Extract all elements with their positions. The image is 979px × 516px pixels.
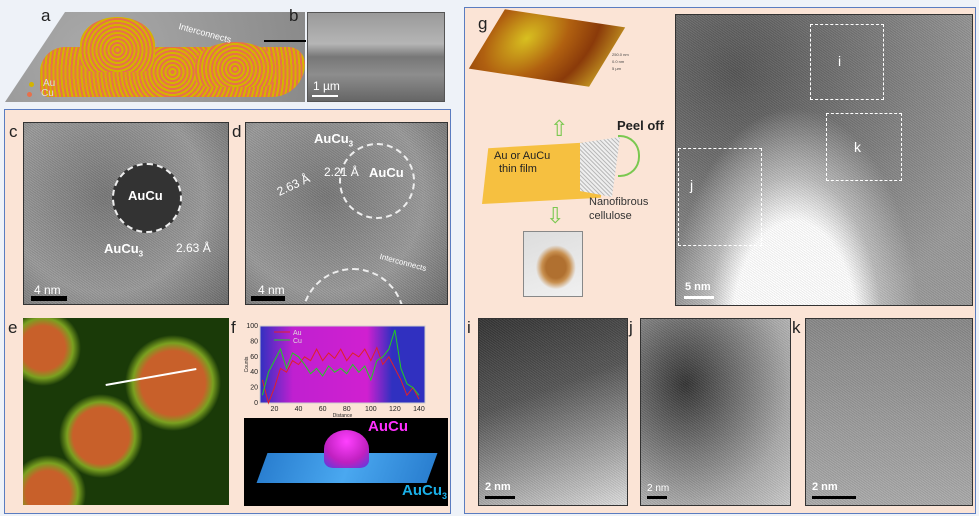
panel-b-sem: 1 µm (307, 12, 445, 102)
panel-j-tem: 2 nm (640, 318, 791, 506)
y-tick-label: 40 (250, 369, 258, 376)
x-tick-label: 140 (413, 406, 425, 413)
panel-label: b (289, 6, 299, 25)
arrow-icon (264, 40, 306, 42)
series-line-au (261, 346, 420, 405)
scale-bar (251, 296, 285, 301)
panel-a: a Interconnects Au Cu (5, 6, 305, 102)
lattice-spacing-1: 2.63 Å (274, 171, 313, 199)
substrate-label-line1: Nanofibrous (589, 196, 649, 208)
panel-label: f (231, 318, 236, 337)
scale-bar (31, 296, 67, 301)
y-tick-label: 60 (250, 354, 258, 361)
lattice-spacing-2: 2.21 Å (324, 165, 359, 179)
y-tick-label: 0 (254, 400, 258, 407)
afm-z-max: 250.0 nm (612, 52, 629, 57)
film-photo (523, 231, 583, 297)
legend-cu: Cu (41, 88, 54, 99)
y-axis-label: Counts (244, 356, 250, 372)
cu-dot-icon (27, 92, 32, 97)
peel-off-label: Peel off (617, 118, 664, 133)
island-2 (195, 42, 275, 87)
panel-label: j (629, 318, 633, 337)
cellulose-sheet (580, 137, 620, 197)
panel-c-tem: AuCu AuCu3 2.63 Å 4 nm (23, 122, 229, 305)
region-box-k (826, 113, 902, 181)
scale-label: 2 nm (647, 483, 670, 494)
shell-label: AuCu3 (314, 131, 354, 149)
legend-au: Au (43, 78, 56, 89)
scale-label: 2 nm (485, 481, 511, 493)
core-label: AuCu (369, 165, 404, 180)
scale-label: 5 nm (685, 281, 711, 293)
region-box-j (678, 148, 762, 246)
panel-k-tem: 2 nm (805, 318, 973, 506)
region-label-j: j (690, 177, 694, 193)
scale-bar (312, 95, 338, 97)
x-tick-label: 100 (365, 406, 377, 413)
core-label: AuCu (128, 188, 163, 203)
y-tick-label: 80 (250, 338, 258, 345)
scale-bar (812, 496, 856, 499)
line-scan (105, 368, 197, 386)
x-axis-label: Distance (333, 413, 353, 418)
lattice-spacing: 2.63 Å (176, 241, 211, 255)
substrate-label-line2: cellulose (589, 210, 632, 222)
x-tick-label: 120 (389, 406, 401, 413)
legend-label: Au (293, 330, 302, 337)
scale-label: 2 nm (812, 481, 838, 493)
core-label: AuCu (368, 418, 408, 435)
panel-label: e (8, 318, 18, 337)
afm-z-min: 0.0 nm (612, 59, 625, 64)
panel-h-tem: i j k 5 nm (675, 14, 973, 306)
region-label-i: i (838, 53, 842, 69)
x-tick-label: 60 (319, 406, 327, 413)
up-arrow-icon: ⇧ (550, 116, 569, 141)
panel-e-eds-map (23, 318, 229, 505)
panel-label: i (467, 318, 471, 337)
x-tick-label: 40 (295, 406, 303, 413)
scale-label: 4 nm (258, 283, 285, 297)
region-box-i (810, 24, 884, 100)
plot-area (259, 325, 426, 404)
shell-label: AuCu3 (402, 482, 448, 501)
lower-particle-outline (301, 268, 405, 304)
island-1 (80, 17, 155, 72)
scale-bar (647, 496, 667, 499)
legend-label: Cu (293, 338, 302, 345)
au-dot-icon (29, 82, 34, 87)
film-label-line2: thin film (499, 163, 537, 175)
y-tick-label: 100 (246, 323, 258, 330)
panel-label: d (232, 122, 242, 141)
3d-peak (324, 430, 369, 468)
scale-label: 1 µm (313, 79, 340, 93)
shell-label: AuCu3 (104, 241, 144, 259)
panel-label: a (41, 6, 51, 25)
film-label-line1: Au or AuCu (494, 150, 551, 162)
down-arrow-icon: ⇩ (546, 203, 565, 228)
x-tick-label: 80 (343, 406, 351, 413)
aucu-core-outline (112, 163, 182, 233)
panel-i-tem: 2 nm (478, 318, 628, 506)
scale-label: 4 nm (34, 283, 61, 297)
region-label-k: k (854, 139, 861, 155)
panel-d-tem: AuCu3 AuCu 2.63 Å 2.21 Å Interconnects 4… (245, 122, 448, 305)
x-tick-label: 20 (271, 406, 279, 413)
panel-label: k (792, 318, 801, 337)
panel-label: g (478, 14, 488, 33)
series-line-cu (261, 329, 420, 396)
afm-xy-unit: 5 µm (612, 66, 621, 71)
scale-bar (485, 496, 515, 499)
panel-f: 20 40 60 80 100 120 140 0 20 40 60 80 100 Distance Cou… (244, 318, 448, 506)
aucu-core-outline (339, 143, 415, 219)
panel-label: c (9, 122, 18, 141)
line-scan-chart: 20 40 60 80 100 120 140 0 20 40 60 80 100 Distance Cou… (244, 318, 448, 418)
y-tick-label: 20 (250, 385, 258, 392)
interconnects-label: Interconnects (378, 251, 428, 274)
scale-bar (684, 296, 714, 299)
